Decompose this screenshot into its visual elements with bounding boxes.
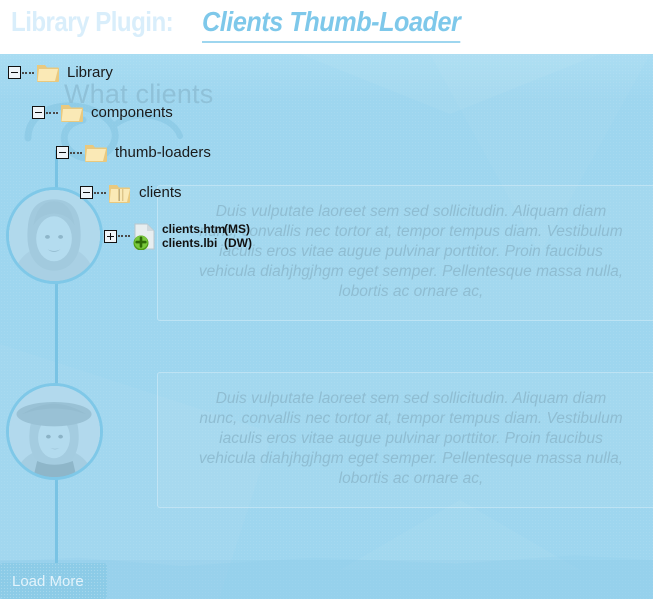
expander-minus-icon[interactable] xyxy=(56,146,69,159)
tree-node-library[interactable]: Library xyxy=(8,62,113,83)
folder-icon xyxy=(60,102,84,123)
tree-node-clients-files[interactable]: clients.htm (MS) clients.lbi (DW) xyxy=(104,222,252,250)
tree-dotted-connector xyxy=(70,151,82,154)
timeline-connector-line xyxy=(55,150,58,575)
avatar-client-1[interactable] xyxy=(6,187,103,284)
file-entry-1: clients.htm (MS) xyxy=(162,222,252,236)
tree-node-label: components xyxy=(91,104,173,121)
folder-icon xyxy=(36,62,60,83)
folder-stack-icon xyxy=(108,182,132,203)
expander-minus-icon[interactable] xyxy=(32,106,45,119)
tree-node-clients[interactable]: clients xyxy=(80,182,182,203)
expander-minus-icon[interactable] xyxy=(8,66,21,79)
header-prefix-label: Library Plugin: xyxy=(11,6,174,37)
file-add-icon xyxy=(132,223,157,250)
file-label-group: clients.htm (MS) clients.lbi (DW) xyxy=(162,222,252,250)
tree-dotted-connector xyxy=(46,111,58,114)
tree-dotted-connector xyxy=(118,235,130,237)
tree-node-components[interactable]: components xyxy=(32,102,173,123)
tree-dotted-connector xyxy=(22,71,34,74)
background-polygon-1 xyxy=(300,54,600,114)
file-tag: (MS) xyxy=(224,222,250,236)
folder-icon xyxy=(84,142,108,163)
page-header: Library Plugin: Clients Thumb-Loader xyxy=(0,0,653,54)
tree-node-label: Library xyxy=(67,64,113,81)
file-name: clients.lbi xyxy=(162,236,218,250)
tree-node-label: clients xyxy=(139,184,182,201)
entry-text: Duis vulputate laoreet sem sed sollicitu… xyxy=(198,203,624,300)
header-title-label: Clients Thumb-Loader xyxy=(201,6,460,43)
file-name: clients.htm xyxy=(162,222,226,236)
entry-text: Duis vulputate laoreet sem sed sollicitu… xyxy=(198,390,624,487)
avatar-tint-overlay xyxy=(9,386,100,477)
entry-card-1: Duis vulputate laoreet sem sed sollicitu… xyxy=(157,185,653,321)
tree-dotted-connector xyxy=(94,191,106,194)
entry-card-2: Duis vulputate laoreet sem sed sollicitu… xyxy=(157,372,653,508)
background-dot-texture xyxy=(0,54,653,599)
page-title: Library Plugin: Clients Thumb-Loader xyxy=(11,6,489,43)
tree-node-thumb-loaders[interactable]: thumb-loaders xyxy=(56,142,211,163)
avatar-client-2[interactable] xyxy=(6,383,103,480)
avatar-tint-overlay xyxy=(9,190,100,281)
background-polygon-4 xyxy=(340,500,580,570)
tree-node-label: thumb-loaders xyxy=(115,144,211,161)
load-more-button[interactable]: Load More xyxy=(0,563,107,599)
file-entry-2: clients.lbi (DW) xyxy=(162,236,252,250)
expander-plus-icon[interactable] xyxy=(104,229,117,243)
file-tag: (DW) xyxy=(224,236,252,250)
expander-minus-icon[interactable] xyxy=(80,186,93,199)
